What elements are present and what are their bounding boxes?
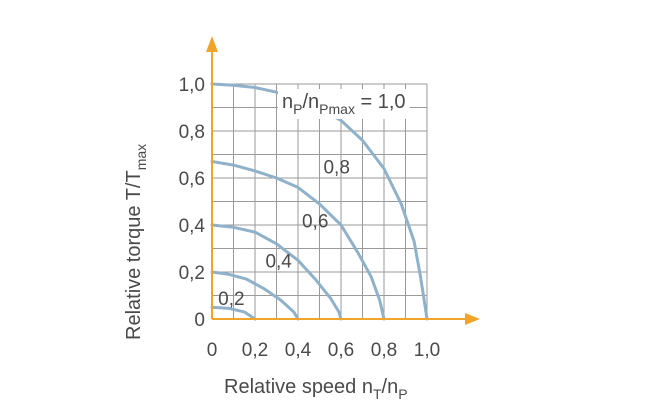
legend-label: nP/nPmax = 1,0 <box>282 91 406 117</box>
x-tick-label: 0,6 <box>328 340 354 361</box>
tick-labels: 0 0,2 0,4 0,6 0,8 1,0 0 0,2 0,4 0,6 0,8 1,0 <box>179 75 441 361</box>
x-tick-label: 0,2 <box>242 340 268 361</box>
x-axis-title-main: Relative speed n <box>224 376 373 398</box>
curve-labels: 0,2 0,4 0,6 0,8 <box>218 157 350 310</box>
curve-0-8 <box>210 160 386 321</box>
y-axis-title-sub-max: max <box>133 144 149 170</box>
y-tick-label: 0,8 <box>179 122 205 143</box>
curve-1-0 <box>210 82 429 321</box>
y-axis-arrow <box>206 36 218 52</box>
curve-0-6 <box>210 223 343 321</box>
curve-label: 0,4 <box>265 251 292 272</box>
legend-background <box>278 89 410 119</box>
legend-sub-pmax: Pmax <box>319 101 355 117</box>
y-axis-title: Relative torque T/Tmax <box>123 144 149 340</box>
curves <box>210 82 429 321</box>
x-tick-label: 0,8 <box>371 340 397 361</box>
x-axis-title-sub-p: P <box>398 386 407 402</box>
legend-eq: = 1,0 <box>355 91 406 113</box>
curve-0-2 <box>210 305 257 321</box>
axes <box>206 36 480 325</box>
x-axis-title-mid: /n <box>382 376 399 398</box>
curve-0-4 <box>210 270 300 321</box>
legend-slash: /n <box>302 91 319 113</box>
y-tick-label: 0 <box>194 310 205 331</box>
x-axis-title: Relative speed nT/nP <box>224 376 408 402</box>
x-tick-label: 0 <box>207 340 218 361</box>
grid <box>211 83 428 320</box>
curve-label: 0,8 <box>323 157 349 178</box>
y-tick-label: 0,6 <box>179 169 205 190</box>
x-axis-arrow <box>465 313 480 325</box>
x-tick-label: 1,0 <box>414 340 440 361</box>
legend-n: n <box>282 91 293 113</box>
y-axis-title-main: Relative torque T/T <box>123 170 145 340</box>
y-tick-label: 0,4 <box>179 216 206 237</box>
x-tick-label: 0,4 <box>285 340 312 361</box>
y-tick-label: 0,2 <box>179 263 205 284</box>
curve-label: 0,2 <box>218 289 244 310</box>
curve-label: 0,6 <box>302 211 328 232</box>
x-axis-title-sub-t: T <box>373 386 382 402</box>
y-tick-label: 1,0 <box>179 75 205 96</box>
legend-sub-p: P <box>293 101 302 117</box>
